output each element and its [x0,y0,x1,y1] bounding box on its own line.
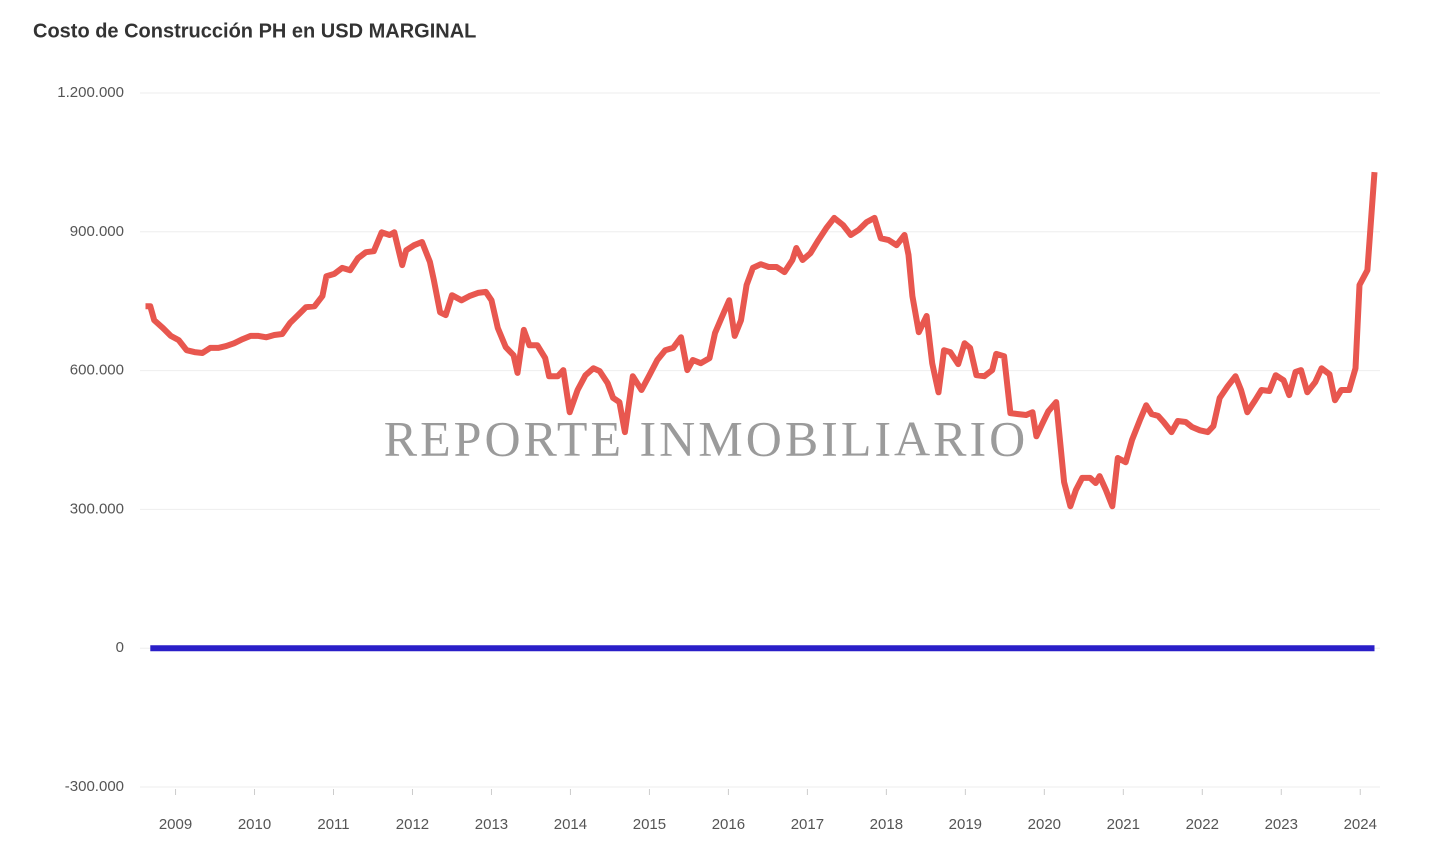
data-line [145,171,1378,510]
y-tick-label: 0 [116,639,124,656]
y-tick-label: 1.200.000 [57,84,124,101]
x-tick-label: 2012 [396,816,429,833]
x-tick-label: 2021 [1107,816,1140,833]
x-tick-label: 2017 [791,816,824,833]
x-tick-label: 2023 [1265,816,1298,833]
y-tick-label: 300.000 [70,500,124,517]
x-tick-label: 2009 [159,816,192,833]
x-tick-label: 2010 [238,816,271,833]
x-tick-label: 2014 [554,816,587,833]
x-tick-label: 2019 [949,816,982,833]
y-tick-label: 900.000 [70,223,124,240]
x-tick-label: 2024 [1344,816,1377,833]
y-tick-label: -300.000 [65,778,124,795]
x-tick-label: 2011 [317,816,349,833]
x-tick-label: 2018 [870,816,903,833]
x-tick-label: 2013 [475,816,508,833]
chart-title: Costo de Construcción PH en USD MARGINAL [33,20,476,42]
y-tick-label: 600.000 [70,362,124,379]
x-tick-label: 2015 [633,816,666,833]
watermark: REPORTE INMOBILIARIO [384,410,1028,466]
x-tick-label: 2022 [1186,816,1219,833]
x-tick-label: 2020 [1028,816,1061,833]
x-tick-label: 2016 [712,816,745,833]
